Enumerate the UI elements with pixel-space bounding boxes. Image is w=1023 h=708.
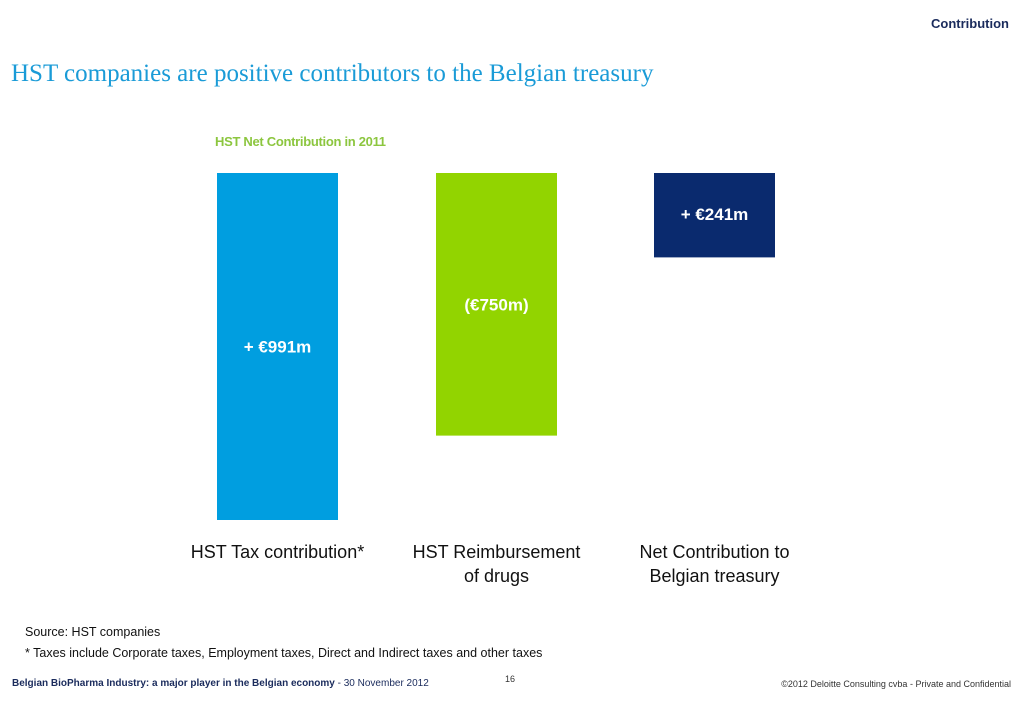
category-label-line: of drugs: [463, 566, 530, 586]
notes: Source: HST companies * Taxes include Co…: [25, 622, 542, 664]
section-label: Contribution: [931, 16, 1009, 31]
slide-title: HST companies are positive contributors …: [11, 60, 654, 87]
category-label-1: HST Tax contribution*: [173, 540, 383, 564]
category-label-3: Net Contribution to Belgian treasury: [610, 540, 820, 588]
report-title: Belgian BioPharma Industry: a major play…: [12, 678, 335, 689]
bar-3: [654, 173, 775, 258]
copyright: ©2012 Deloitte Consulting cvba - Private…: [781, 679, 1011, 689]
bar-1: [217, 173, 338, 520]
report-date: - 30 November 2012: [334, 678, 429, 689]
data-label-1: + €991m: [244, 338, 312, 357]
category-label-line: HST Tax contribution*: [190, 542, 365, 562]
bar-2: [436, 173, 557, 436]
chart-title: HST Net Contribution in 2011: [215, 134, 386, 149]
category-label-line: Belgian treasury: [649, 566, 780, 586]
category-label-2: HST Reimbursement of drugs: [392, 540, 602, 588]
page-number: 16: [505, 674, 516, 684]
category-label-line: Net Contribution to: [639, 542, 790, 562]
data-label-3: + €241m: [681, 205, 749, 224]
source-note: Source: HST companies: [25, 625, 161, 639]
data-label-2: (€750m): [464, 295, 528, 314]
footnote: * Taxes include Corporate taxes, Employm…: [25, 646, 543, 660]
footer-report-title: Belgian BioPharma Industry: a major play…: [12, 678, 429, 689]
category-label-line: HST Reimbursement: [412, 542, 581, 562]
